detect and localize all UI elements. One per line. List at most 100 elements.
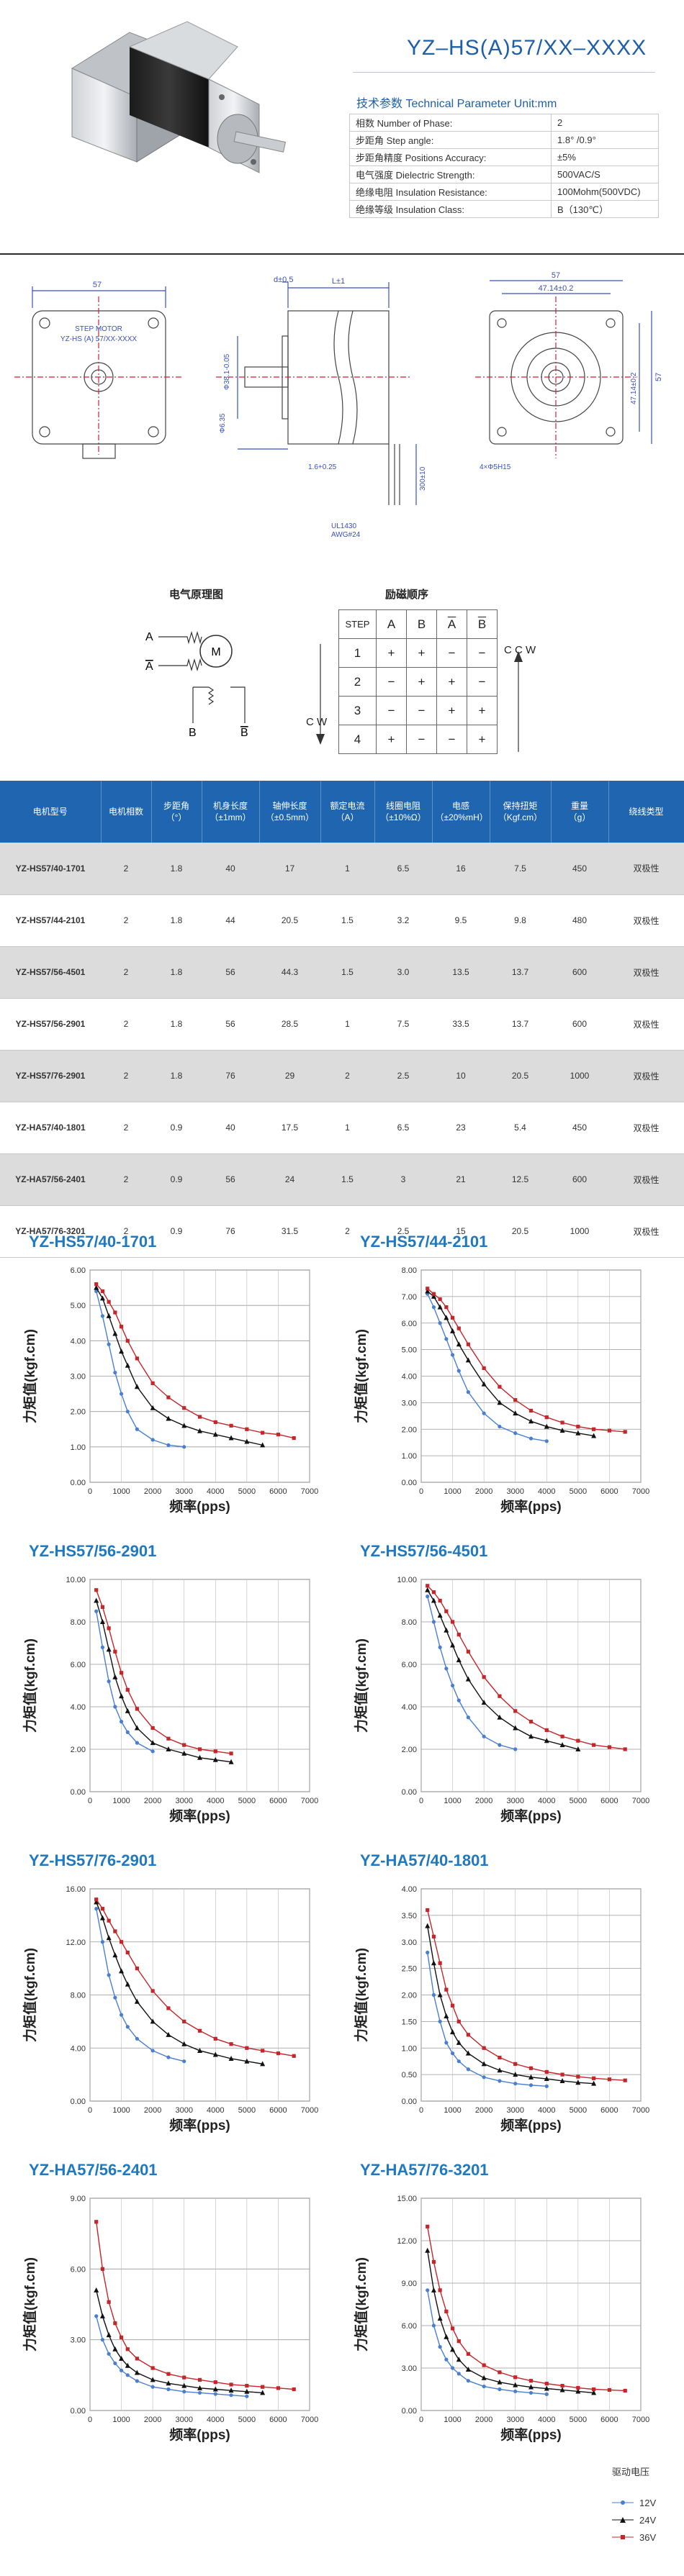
data-point [197, 2385, 202, 2390]
y-tick-label: 0.00 [71, 1479, 86, 1487]
data-point [99, 2313, 105, 2318]
data-point [456, 2357, 462, 2362]
spec-header-cell: 线圈电阻 （±10%Ω） [374, 781, 433, 843]
y-tick-label: 4.00 [71, 1703, 86, 1712]
data-point [166, 1736, 171, 1741]
x-tick-label: 2000 [475, 2106, 492, 2115]
data-point [212, 2051, 218, 2057]
data-point [444, 1987, 449, 1992]
data-point [513, 1725, 518, 1731]
x-tick-label: 5000 [238, 1487, 256, 1496]
spec-cell: 450 [551, 1102, 608, 1154]
data-point [498, 1743, 502, 1747]
y-tick-label: 3.50 [402, 1912, 417, 1920]
data-point [438, 2019, 442, 2023]
data-point [150, 2018, 156, 2024]
data-point [544, 2382, 549, 2386]
seq-header-b: B [406, 609, 437, 639]
seq-cell: + [406, 667, 437, 697]
electrical-section: 电气原理图 励磁顺序 M A A B B C W STEP A B A B 1 +… [0, 572, 684, 781]
data-point [431, 2323, 436, 2328]
spec-cell: 2.5 [374, 1050, 432, 1102]
params-row: 步距角精度 Positions Accuracy: ±5% [349, 148, 659, 166]
y-axis-label: 力矩值(kgf.cm) [22, 1638, 38, 1733]
data-point [513, 2389, 518, 2394]
x-tick-label: 6000 [269, 1487, 287, 1496]
spec-cell: 16 [432, 843, 490, 895]
spec-cell: 1000 [551, 1205, 608, 1258]
legend-marker-24v [612, 2517, 634, 2523]
data-point [623, 2078, 627, 2082]
data-point [125, 1707, 130, 1713]
data-point [112, 1674, 118, 1679]
data-point [135, 2036, 139, 2041]
schematic-title: 电气原理图 [169, 589, 224, 601]
y-tick-label: 6.00 [402, 1320, 417, 1328]
param-value: ±5% [551, 148, 659, 166]
spec-cell: 600 [551, 998, 608, 1051]
data-point [292, 2387, 296, 2392]
data-point [559, 1742, 565, 1748]
data-point [607, 2077, 612, 2082]
data-point [113, 1995, 117, 2000]
y-tick-label: 6.00 [402, 1661, 417, 1669]
data-point [528, 2066, 534, 2070]
seq-cell: + [406, 638, 437, 668]
data-point [119, 1940, 124, 1944]
data-point [450, 2029, 456, 2035]
chart-title: YZ-HS57/40-1701 [29, 1233, 157, 1251]
x-tick-label: 3000 [175, 1487, 192, 1496]
data-point [437, 2316, 443, 2321]
seq-row: 1 + + − − [338, 638, 498, 668]
y-tick-label: 12.00 [397, 2237, 417, 2246]
data-point [244, 2388, 250, 2394]
data-point [150, 2385, 155, 2389]
spec-cell: 44.3 [259, 946, 320, 999]
data-point [482, 1366, 486, 1371]
x-tick-label: 7000 [632, 2416, 649, 2424]
end-width-dim: 57 [552, 271, 560, 280]
x-tick-label: 3000 [175, 2416, 192, 2424]
x-tick-label: 4000 [538, 1487, 555, 1496]
data-point [426, 1950, 430, 1955]
torque-chart: 0.00 1.00 2.00 3.00 4.00 5.00 6.00 0 1000 2000 300… [7, 1227, 338, 1536]
y-tick-label: 3.00 [402, 1399, 417, 1407]
data-point [94, 1899, 99, 1905]
data-point [119, 2355, 125, 2361]
spec-model-cell: YZ-HA57/40-1801 [0, 1102, 101, 1154]
y-tick-label: 0.50 [402, 2071, 417, 2080]
data-point [100, 1940, 105, 1944]
data-point [94, 1282, 99, 1287]
data-point [456, 1369, 461, 1373]
data-point [513, 2062, 518, 2066]
spec-cell: 20.5 [490, 1205, 551, 1258]
spec-row: YZ-HA57/56-2401 2 0.9 56 24 1.5 3 21 12.5 600 双极性 [0, 1153, 684, 1206]
data-point [135, 2379, 139, 2383]
spec-cell: 1.8 [151, 946, 202, 999]
param-key: 绝缘电阻 Insulation Resistance: [349, 183, 552, 201]
seq-cell: − [376, 667, 407, 697]
data-point [426, 2224, 430, 2228]
data-point [481, 1381, 487, 1387]
data-point [244, 2058, 250, 2064]
y-tick-label: 0.00 [71, 2097, 86, 2106]
data-point [212, 1756, 218, 1762]
seq-cell: 4 [338, 725, 377, 754]
spec-cell: 1 [320, 998, 374, 1051]
data-point [125, 2373, 130, 2377]
data-point [134, 1384, 140, 1389]
torque-chart: 0.00 1.00 2.00 3.00 4.00 5.00 6.00 7.00 8.00 0 100… [338, 1227, 670, 1536]
y-tick-label: 9.00 [71, 2195, 86, 2203]
spec-cell: 双极性 [608, 946, 684, 999]
seq-cell: − [406, 725, 437, 754]
data-point [245, 2046, 249, 2050]
data-point [182, 1743, 186, 1747]
data-point [497, 2067, 503, 2073]
y-tick-label: 7.00 [402, 1293, 417, 1302]
x-tick-label: 6000 [600, 1487, 618, 1496]
series-line [96, 1611, 153, 1752]
x-tick-label: 2000 [144, 2106, 161, 2115]
data-point [106, 1646, 112, 1652]
data-point [181, 1750, 187, 1756]
data-point [498, 2055, 502, 2060]
